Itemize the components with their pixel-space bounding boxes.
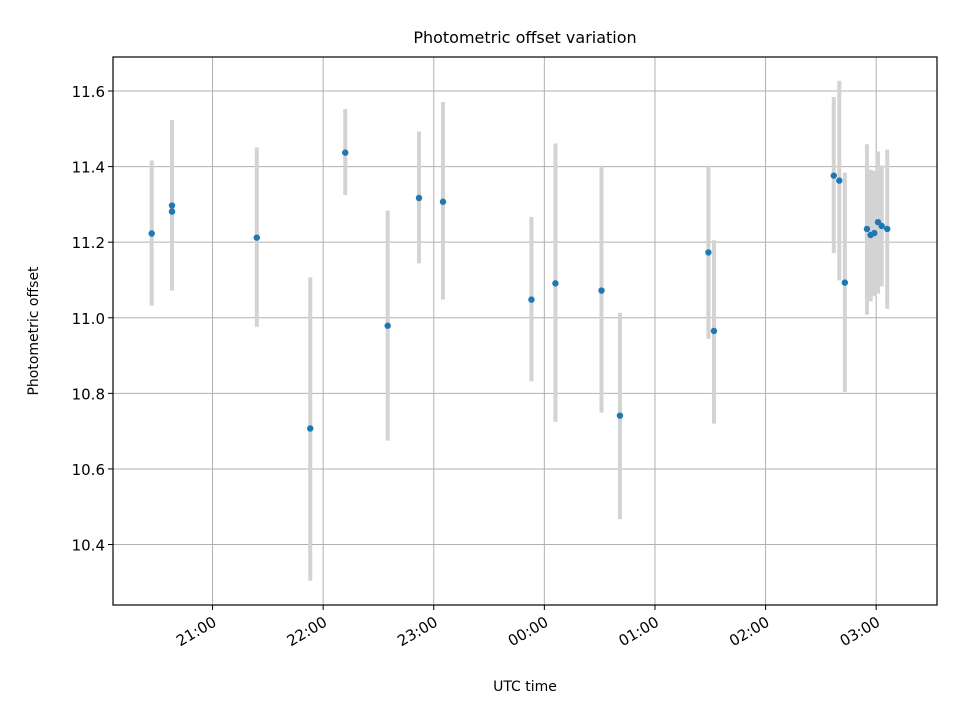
data-point [710,327,718,335]
y-tick-label: 11.2 [72,234,105,252]
data-point [342,149,349,156]
y-tick-label: 11.4 [72,159,105,177]
data-point [552,280,559,287]
grid [113,57,937,605]
data-point [439,198,447,205]
data-point [616,412,624,419]
y-tick-label: 11.0 [72,310,105,328]
data-point [863,225,871,233]
data-point [841,279,849,286]
data-points [148,149,891,432]
data-point [148,230,155,237]
data-point [253,234,260,241]
y-tick-label: 10.4 [72,537,105,555]
data-point [830,172,837,179]
y-axis-ticks: 10.4 10.6 10.8 11.0 11.2 11.4 11.6 [72,83,113,555]
data-point [878,222,885,230]
data-point [598,287,605,294]
data-point [884,225,891,233]
y-tick-label: 10.6 [72,461,105,479]
data-point [384,322,391,329]
data-point [415,194,423,202]
plot-area [113,57,937,605]
plot-frame [112,56,938,606]
y-axis-label: Photometric offset [26,266,42,396]
data-point [307,425,314,432]
data-point [836,177,843,184]
y-tick-label: 10.8 [72,385,105,403]
data-point [528,296,535,303]
y-tick-label: 11.6 [72,83,105,101]
data-point [168,208,176,215]
x-axis-label: UTC time [493,679,557,695]
data-point [168,202,176,209]
data-point [705,249,712,256]
chart-title: Photometric offset variation [413,28,636,47]
data-point [871,229,878,237]
